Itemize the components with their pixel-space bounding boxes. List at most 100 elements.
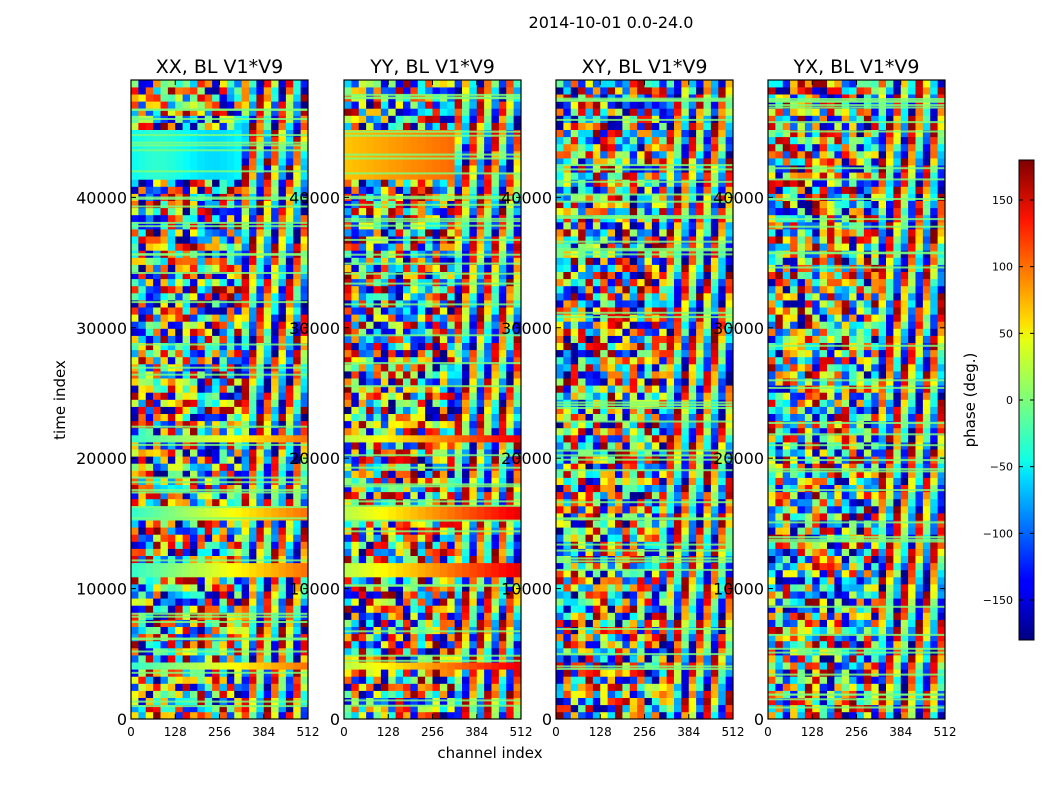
heatmap-cell [417, 80, 426, 88]
heatmap-cell [454, 506, 463, 514]
heatmap-cell [278, 449, 287, 457]
heatmap-cell [666, 591, 675, 599]
heatmap-cell [278, 101, 287, 109]
heatmap-cell [271, 584, 279, 592]
heatmap-cell [300, 179, 309, 187]
heatmap-cell [256, 577, 265, 585]
heatmap-cell [506, 335, 514, 343]
heatmap-cell [454, 711, 463, 720]
heatmap-cell [285, 449, 294, 457]
heatmap-cell [447, 442, 455, 450]
heatmap-cell [498, 101, 507, 109]
heatmap-cell [219, 136, 228, 145]
heatmap-cell [358, 158, 367, 166]
heatmap-cell [403, 584, 411, 592]
heatmap-cell [403, 648, 411, 656]
heatmap-cell [241, 385, 250, 393]
heatmap-cell [644, 612, 653, 620]
heatmap-cell [491, 278, 500, 287]
heatmap-cell [506, 392, 514, 400]
heatmap-cell [175, 399, 183, 407]
heatmap-cell [212, 591, 220, 599]
heatmap-cell [241, 506, 250, 514]
heatmap-cell [351, 470, 360, 478]
heatmap-cell [197, 498, 206, 507]
heatmap-cell [241, 605, 250, 613]
heatmap-cell [131, 314, 139, 322]
heatmap-cell [131, 207, 139, 216]
heatmap-cell [256, 655, 265, 663]
heatmap-cell [469, 520, 478, 528]
heatmap-cell [241, 186, 250, 194]
heatmap-cell [300, 591, 309, 599]
heatmap-cell [190, 591, 198, 599]
heatmap-cell [175, 342, 183, 351]
heatmap-cell [278, 243, 287, 251]
heatmap-cell [439, 278, 448, 287]
heatmap-cell [197, 143, 206, 152]
heatmap-cell [153, 278, 161, 287]
heatmap-cell [226, 356, 235, 365]
heatmap-cell [506, 293, 514, 301]
heatmap-cell [285, 186, 294, 194]
heatmap-cell [388, 87, 396, 95]
heatmap-cell [644, 626, 653, 635]
heatmap-cell [403, 186, 411, 194]
heatmap-cell [666, 562, 675, 571]
heatmap-cell [278, 655, 287, 663]
heatmap-cell [681, 626, 690, 635]
heatmap-cell [373, 491, 382, 500]
heatmap-cell [439, 349, 448, 358]
heatmap-cell [241, 690, 250, 698]
heatmap-cell [293, 378, 301, 386]
heatmap-cell [476, 640, 485, 649]
heatmap-cell [153, 598, 161, 606]
heatmap-cell [373, 484, 382, 493]
heatmap-cell [271, 569, 279, 578]
heatmap-cell [498, 506, 507, 514]
heatmap-cell [212, 655, 220, 663]
heatmap-cell [403, 293, 411, 301]
heatmap-cell [182, 94, 191, 102]
heatmap-cell [204, 449, 213, 457]
heatmap-cell [410, 619, 419, 627]
heatmap-cell [204, 307, 213, 315]
heatmap-cell [395, 172, 404, 180]
heatmap-cell [432, 640, 441, 649]
heatmap-cell [380, 435, 389, 443]
heatmap-cell [725, 562, 734, 571]
heatmap-cell [476, 321, 485, 329]
heatmap-cell [285, 378, 294, 386]
heatmap-cell [263, 491, 272, 500]
heatmap-cell [358, 80, 367, 88]
heatmap-cell [513, 449, 522, 457]
heatmap-cell [300, 87, 309, 95]
heatmap-cell [417, 342, 426, 351]
heatmap-cell [366, 335, 374, 343]
heatmap-cell [454, 371, 463, 379]
heatmap-cell [190, 342, 198, 351]
heatmap-cell [358, 477, 367, 485]
heatmap-cell [498, 584, 507, 592]
heatmap-cell [351, 640, 360, 649]
heatmap-cell [403, 115, 411, 123]
heatmap-cell [484, 278, 492, 287]
heatmap-cell [513, 243, 522, 251]
heatmap-cell [607, 605, 616, 613]
heatmap-cell [410, 669, 419, 677]
heatmap-cell [256, 385, 265, 393]
heatmap-cell [447, 207, 455, 216]
heatmap-cell [212, 676, 220, 684]
heatmap-cell [432, 477, 441, 485]
heatmap-cell [234, 520, 242, 528]
heatmap-cell [432, 456, 441, 464]
heatmap-cell [373, 385, 382, 393]
heatmap-cell [278, 342, 287, 351]
heatmap-cell [351, 87, 360, 95]
heatmap-cell [293, 186, 301, 194]
heatmap-cell [469, 555, 478, 564]
heatmap-cell [439, 591, 448, 599]
heatmap-cell [226, 392, 235, 400]
heatmap-cell [175, 136, 183, 145]
heatmap-cell [629, 669, 638, 677]
